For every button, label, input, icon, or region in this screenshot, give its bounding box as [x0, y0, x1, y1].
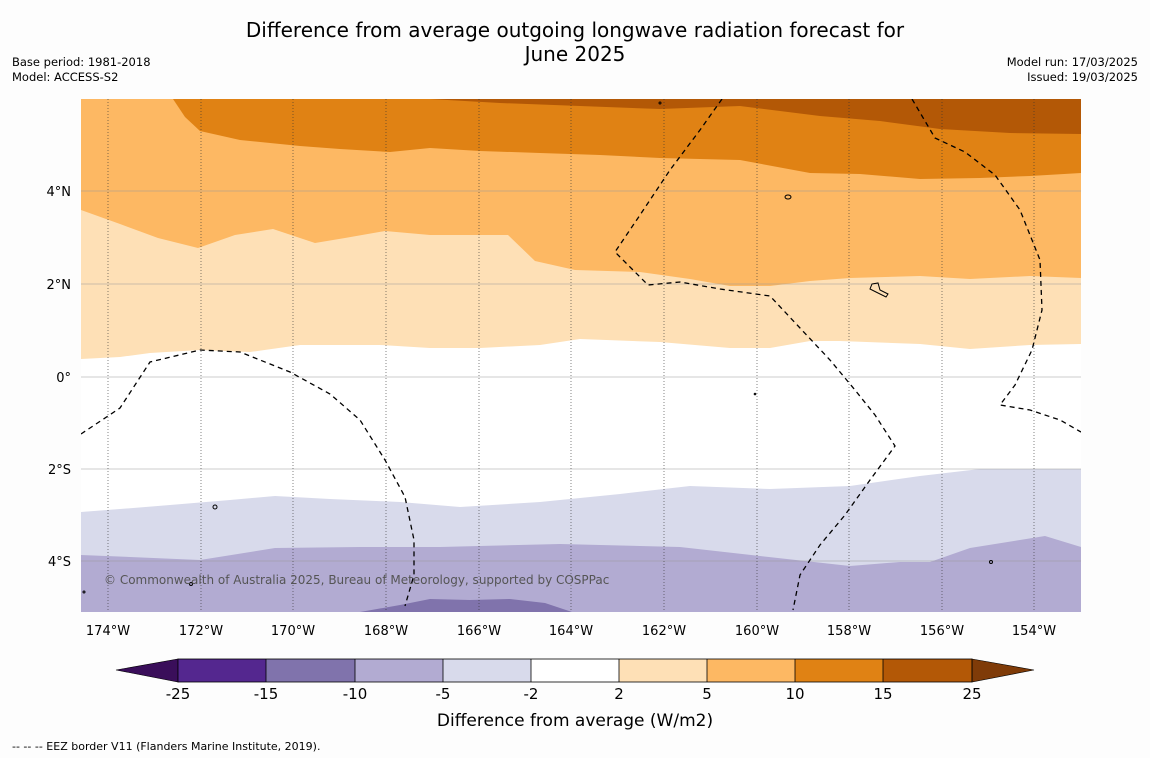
- colorbar-extend-low: [115, 658, 179, 683]
- colorbar: -25 -15 -10 -5 -2 2 5 10 15 25 Differenc…: [115, 658, 1035, 731]
- colorbar-tick: 25: [962, 685, 981, 703]
- colorbar-segment: [619, 659, 707, 682]
- base-period-text: Base period: 1981-2018: [12, 55, 151, 69]
- colorbar-label: Difference from average (W/m2): [437, 711, 713, 731]
- eez-border-central: [614, 99, 896, 611]
- lon-label-162w: 162°W: [642, 624, 686, 639]
- lat-label-4n: 4°N: [47, 185, 72, 200]
- colorbar-segment: [795, 659, 883, 682]
- island-marker: [189, 582, 193, 586]
- lon-label-168w: 168°W: [364, 624, 408, 639]
- colorbar-dividers: [265, 659, 884, 682]
- lon-label-174w: 174°W: [86, 624, 130, 639]
- islands: [82, 101, 993, 594]
- colorbar-segment: [707, 659, 795, 682]
- colorbar-segment: [355, 659, 443, 682]
- longitude-labels: 174°W 172°W 170°W 168°W 166°W 164°W 162°…: [86, 624, 1056, 639]
- colorbar-tick: 15: [873, 685, 892, 703]
- title-line-2: June 2025: [524, 42, 626, 66]
- island-marker: [989, 560, 993, 564]
- copyright-text: © Commonwealth of Australia 2025, Bureau…: [104, 573, 609, 587]
- issued-text: Issued: 19/03/2025: [1027, 70, 1138, 84]
- lon-label-160w: 160°W: [735, 624, 779, 639]
- eez-border-east: [911, 99, 1081, 433]
- colorbar-tick: -15: [254, 685, 279, 703]
- lon-label-156w: 156°W: [920, 624, 964, 639]
- model-text: Model: ACCESS-S2: [12, 70, 119, 84]
- colorbar-segment: [531, 659, 619, 682]
- lat-label-2s: 2°S: [48, 463, 71, 478]
- map-area: © Commonwealth of Australia 2025, Bureau…: [81, 99, 1081, 612]
- colorbar-tick: 5: [702, 685, 712, 703]
- chart-title: Difference from average outgoing longwav…: [0, 18, 1150, 66]
- island-marker: [658, 101, 662, 105]
- colorbar-segment: [266, 659, 355, 682]
- island-marker: [869, 282, 889, 298]
- lon-label-158w: 158°W: [827, 624, 871, 639]
- colorbar-tick: -5: [436, 685, 451, 703]
- latitude-gridlines: [81, 190, 1081, 562]
- eez-borders: [81, 99, 1081, 611]
- contour-band-neg10-neg15: [360, 599, 572, 612]
- colorbar-tick: 2: [614, 685, 624, 703]
- lon-label-170w: 170°W: [271, 624, 315, 639]
- colorbar-tick: -10: [343, 685, 368, 703]
- island-marker: [784, 194, 792, 200]
- eez-border-west: [81, 349, 415, 607]
- lat-label-4s: 4°S: [48, 555, 71, 570]
- meta-right: Model run: 17/03/2025 Issued: 19/03/2025: [1007, 55, 1138, 85]
- colorbar-tick: 10: [785, 685, 804, 703]
- model-run-text: Model run: 17/03/2025: [1006, 55, 1138, 69]
- meta-left: Base period: 1981-2018 Model: ACCESS-S2: [12, 55, 151, 85]
- colorbar-tick-labels: -25 -15 -10 -5 -2 2 5 10 15 25: [166, 685, 982, 703]
- colorbar-segment: [443, 659, 531, 682]
- contour-band-15-25: [430, 99, 1081, 134]
- contour-band-10-15: [173, 99, 1081, 179]
- lat-label-2n: 2°N: [47, 278, 72, 293]
- colorbar-segment: [178, 659, 266, 682]
- colorbar-segment: [883, 659, 972, 682]
- lat-label-0: 0°: [56, 371, 71, 386]
- latitude-labels: 4°N 2°N 0° 2°S 4°S: [47, 185, 72, 570]
- colorbar-tick: -2: [524, 685, 539, 703]
- lon-label-172w: 172°W: [179, 624, 223, 639]
- contour-band-neg5-neg10: [81, 536, 1081, 612]
- colorbar-tick: -25: [166, 685, 191, 703]
- lon-label-164w: 164°W: [549, 624, 593, 639]
- island-marker: [82, 590, 86, 594]
- eez-border-note: -- -- -- EEZ border V11 (Flanders Marine…: [12, 740, 321, 753]
- lon-label-154w: 154°W: [1012, 624, 1056, 639]
- colorbar-extend-high: [971, 658, 1035, 683]
- island-marker: [753, 392, 757, 396]
- lon-label-166w: 166°W: [457, 624, 501, 639]
- title-line-1: Difference from average outgoing longwav…: [245, 18, 905, 42]
- colorbar-outline: [177, 658, 973, 683]
- island-marker: [212, 504, 218, 510]
